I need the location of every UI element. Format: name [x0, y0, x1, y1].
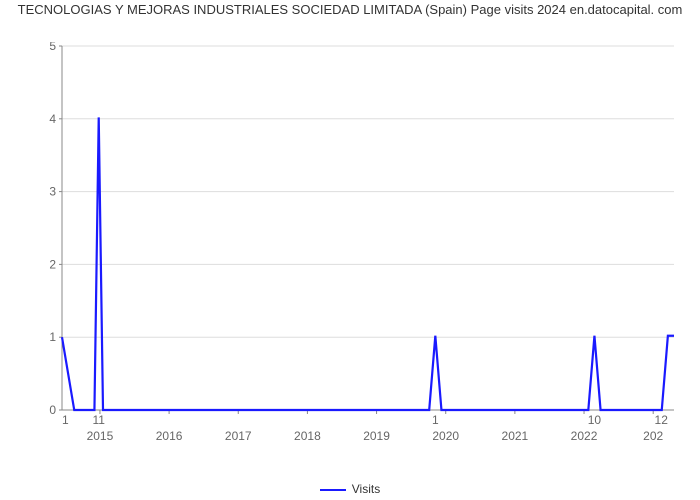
legend-label: Visits: [352, 482, 380, 496]
x-tick-label: 2017: [225, 429, 252, 443]
x-secondary-label: 11: [92, 413, 105, 427]
x-tick-label: 2020: [432, 429, 459, 443]
series-visits: [62, 117, 674, 410]
legend-swatch: [320, 489, 346, 491]
legend: Visits: [0, 482, 700, 496]
x-secondary-label: 1: [62, 413, 69, 427]
y-tick-label: 2: [49, 257, 56, 271]
x-tick-label: 2022: [571, 429, 598, 443]
x-secondary-label: 10: [588, 413, 602, 427]
y-tick-label: 4: [49, 112, 56, 126]
y-tick-label: 3: [49, 185, 56, 199]
chart-svg: 0123452015201620172018201920202021202220…: [40, 42, 680, 450]
y-tick-label: 5: [49, 42, 56, 53]
x-secondary-label: 1: [432, 413, 439, 427]
x-secondary-label: 12: [655, 413, 669, 427]
x-tick-label: 2021: [502, 429, 529, 443]
y-tick-label: 0: [49, 403, 56, 417]
x-tick-label: 2018: [294, 429, 321, 443]
x-tick-label: 2015: [87, 429, 114, 443]
chart-title: TECNOLOGIAS Y MEJORAS INDUSTRIALES SOCIE…: [0, 2, 700, 19]
x-tick-label: 202: [643, 429, 663, 443]
x-tick-label: 2019: [363, 429, 390, 443]
x-tick-label: 2016: [156, 429, 183, 443]
y-tick-label: 1: [49, 330, 56, 344]
plot-area: 0123452015201620172018201920202021202220…: [40, 42, 680, 450]
chart-container: TECNOLOGIAS Y MEJORAS INDUSTRIALES SOCIE…: [0, 0, 700, 500]
